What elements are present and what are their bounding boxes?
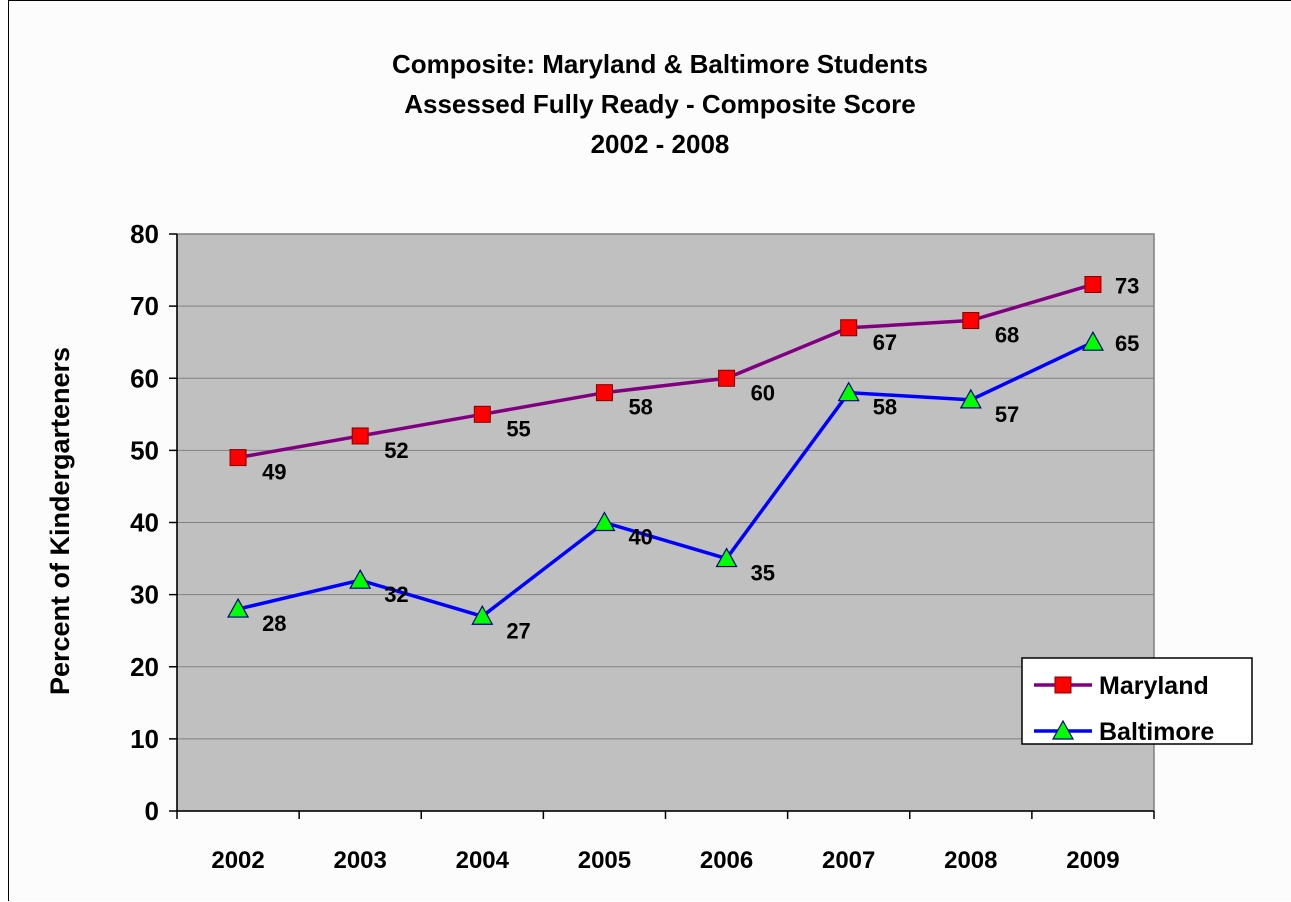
- y-tick-label-30: 30: [130, 580, 159, 610]
- x-tick-label-2008: 2008: [944, 847, 997, 874]
- y-tick-label-20: 20: [130, 652, 159, 682]
- baltimore-series-line: [237, 340, 1094, 619]
- chart-title-line-1: Composite: Maryland & Baltimore Students: [392, 49, 928, 79]
- baltimore-data-label-2003: 32: [384, 582, 408, 607]
- maryland-point-2007: [840, 319, 858, 337]
- x-tick-label-2004: 2004: [456, 847, 510, 874]
- x-tick-label-2003: 2003: [333, 847, 386, 874]
- y-tick-label-10: 10: [130, 724, 159, 754]
- x-tick-label-2007: 2007: [822, 847, 875, 874]
- maryland-data-label-2009: 73: [1115, 273, 1139, 298]
- maryland-data-label-2005: 58: [628, 395, 652, 420]
- x-tick-label-2006: 2006: [700, 847, 753, 874]
- y-tick-label-80: 80: [130, 219, 159, 249]
- maryland-point-2002: [229, 449, 247, 467]
- baltimore-point-2009: [1081, 330, 1104, 351]
- baltimore-point-2008: [959, 388, 982, 409]
- baltimore-point-2006: [715, 547, 738, 568]
- y-tick-label-50: 50: [130, 435, 159, 465]
- x-tick-label-2002: 2002: [211, 847, 264, 874]
- maryland-point-2009: [1084, 275, 1102, 293]
- baltimore-point-2002: [227, 597, 250, 618]
- y-tick-label-70: 70: [130, 291, 159, 321]
- legend-marker-maryland: [1054, 676, 1072, 694]
- baltimore-data-label-2002: 28: [262, 611, 286, 636]
- maryland-data-label-2003: 52: [384, 438, 408, 463]
- baltimore-data-label-2008: 57: [995, 402, 1019, 427]
- maryland-series-line: [237, 282, 1094, 460]
- baltimore-point-2004: [471, 605, 494, 625]
- maryland-data-label-2004: 55: [506, 416, 530, 441]
- y-tick-label-60: 60: [130, 363, 159, 393]
- maryland-point-2005: [595, 384, 613, 402]
- baltimore-point-2005: [593, 511, 616, 532]
- legend-marker-baltimore: [1051, 719, 1075, 740]
- gridlines: [177, 233, 1154, 740]
- x-tick-label-2009: 2009: [1066, 847, 1119, 874]
- baltimore-point-2007: [837, 381, 860, 402]
- legend-label-maryland: Maryland: [1099, 672, 1209, 700]
- maryland-data-label-2002: 49: [262, 460, 286, 485]
- maryland-point-2008: [962, 312, 980, 330]
- maryland-data-label-2007: 67: [873, 330, 897, 355]
- data-labels: 49 52 55 58 60 67 68 73 28 32 27 40 35 58 57 65: [262, 273, 1139, 643]
- legend: Maryland Baltimore: [1021, 657, 1253, 746]
- maryland-point-2003: [351, 427, 369, 445]
- baltimore-point-2003: [349, 568, 372, 589]
- y-tick-label-40: 40: [130, 508, 159, 538]
- chart-title-line-2: Assessed Fully Ready - Composite Score: [404, 89, 916, 119]
- maryland-point-2006: [718, 369, 736, 387]
- y-axis-ticks: 0 10 20 30 40 50 60 70 80: [130, 219, 177, 826]
- baltimore-data-label-2006: 35: [751, 561, 775, 586]
- maryland-data-label-2008: 68: [995, 323, 1019, 348]
- baltimore-data-label-2009: 65: [1115, 331, 1139, 356]
- maryland-data-label-2006: 60: [751, 380, 775, 405]
- series-layer: [227, 275, 1104, 625]
- chart-title-line-3: 2002 - 2008: [591, 129, 730, 159]
- legend-label-baltimore: Baltimore: [1099, 718, 1214, 746]
- x-tick-label-2005: 2005: [578, 847, 631, 874]
- baltimore-data-label-2004: 27: [506, 618, 530, 643]
- y-axis-label: Percent of Kindergarteners: [45, 347, 75, 695]
- maryland-point-2004: [473, 405, 491, 423]
- baltimore-data-label-2005: 40: [628, 525, 652, 550]
- y-tick-label-0: 0: [145, 796, 159, 826]
- baltimore-data-label-2007: 58: [873, 395, 897, 420]
- chart-area: 0 10 20 30 40 50 60 70 80 2002 2003 2004 2005 2006 20…: [8, 0, 1291, 901]
- x-axis-ticks: 2002 2003 2004 2005 2006 2007 2008 2009: [176, 811, 1155, 874]
